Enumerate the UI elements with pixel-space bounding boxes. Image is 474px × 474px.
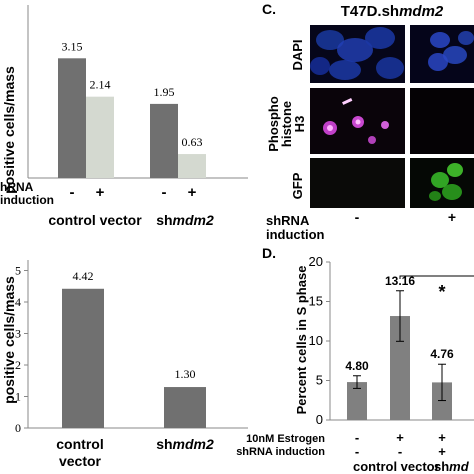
panel-d-tick-label: 0 <box>316 412 323 427</box>
panel-d-bar-1 <box>390 316 410 420</box>
panel-d-condition-rows: --+-++ <box>355 430 446 459</box>
panel-d-y-ticks: 0 5 10 15 20 <box>309 254 330 427</box>
panel-b-tick-label: 1 <box>15 390 21 404</box>
panel-d-estrogen-label: 10nM Estrogen <box>246 433 325 445</box>
panel-b-ylabel: positive cells/mass <box>1 276 17 404</box>
panel-d-estrogen-mark: + <box>438 430 446 445</box>
panel-d-ylabel: Percent cells in S phase <box>294 266 309 415</box>
panel-b-tick-label: 0 <box>15 421 21 435</box>
panel-b: positive cells/mass 0 1 2 3 4 5 4.42 1.30 cont… <box>1 260 248 469</box>
panel-d-significance-star: * <box>438 282 445 302</box>
panel-d-bar-0 <box>347 382 367 420</box>
panel-a-data-label: 2.14 <box>90 78 111 92</box>
panel-c-minus: - <box>355 209 360 225</box>
panel-b-tick-label: 4 <box>15 295 21 309</box>
panel-a: positive cells/mass 3.15 2.14 1.95 0.63 hRN… <box>0 5 248 228</box>
panel-a-bar-0-0 <box>58 58 86 178</box>
panel-a-bar-1-0 <box>150 103 178 178</box>
panel-d-data-labels: 4.80 13.16 4.76 <box>345 274 454 373</box>
panel-d-shrna-mark: - <box>355 444 359 459</box>
row-label-dapi: DAPI <box>290 39 305 70</box>
panel-d-tick-label: 15 <box>309 294 323 309</box>
row-label-histone: histone <box>279 101 294 147</box>
panel-a-minus-plus: - + - + <box>70 184 197 201</box>
image-gfp-minus <box>310 158 405 208</box>
panel-b-data-label: 1.30 <box>175 367 196 381</box>
image-gfp-plus <box>410 158 474 208</box>
panel-b-y-ticks: 0 1 2 3 4 5 <box>15 264 28 435</box>
panel-b-tick-label: 3 <box>15 327 21 341</box>
panel-b-bar-1 <box>164 387 206 428</box>
panel-a-control-vector-label: control vector <box>48 212 142 228</box>
panel-b-control-label-2: vector <box>59 453 102 469</box>
panel-a-bar-0-1 <box>86 96 114 178</box>
panel-b-data-label: 4.42 <box>73 269 94 283</box>
panel-b-bar-0 <box>62 288 104 428</box>
panel-b-bars <box>62 288 206 428</box>
panel-c: C. T47D.shmdm2 DAPI Phospho histone H3 G… <box>262 1 474 242</box>
panel-d-shrna-mark: + <box>438 444 446 459</box>
panel-a-shmdm2-label: shmdm2 <box>156 212 214 228</box>
panel-a-induction-label: induction <box>0 193 54 207</box>
panel-d-data-label: 4.76 <box>430 347 454 361</box>
panel-d-estrogen-mark: + <box>396 430 404 445</box>
panel-b-tick-label: 5 <box>15 264 21 278</box>
panel-d-tick-label: 20 <box>309 254 323 269</box>
row-label-gfp: GFP <box>290 172 305 199</box>
panel-a-pm-mark: + <box>96 184 105 201</box>
panel-a-shrna-label: hRNA <box>0 180 34 194</box>
panel-d-bars <box>347 290 452 420</box>
panel-c-shrna-label: shRNA <box>266 213 310 228</box>
panel-b-data-labels: 4.42 1.30 <box>73 269 196 381</box>
image-dapi-plus <box>410 25 474 83</box>
panel-d-bar-2 <box>432 382 452 420</box>
panel-d-shmdm2-label: shmd <box>434 459 470 474</box>
panel-c-plus: + <box>448 209 456 225</box>
panel-d: D. Percent cells in S phase 0 5 10 15 20 4.8… <box>236 245 474 474</box>
panel-c-title: T47D.shmdm2 <box>341 3 444 20</box>
image-ph3-plus <box>410 88 474 154</box>
row-label-h3: H3 <box>292 116 307 133</box>
panel-a-data-label: 0.63 <box>182 135 203 149</box>
image-ph3-minus <box>310 88 405 154</box>
row-label-phospho: Phospho <box>266 96 281 152</box>
panel-a-pm-mark: + <box>188 184 197 201</box>
panel-a-pm-mark: - <box>70 184 75 201</box>
panel-d-significance-bracket <box>399 275 474 279</box>
panel-a-data-label: 3.15 <box>62 39 83 53</box>
panel-d-tick-label: 5 <box>316 373 323 388</box>
panel-b-shmdm2-label: shmdm2 <box>156 436 214 452</box>
panel-a-data-label: 1.95 <box>154 85 175 99</box>
panel-d-control-vector-label: control vector <box>353 459 440 474</box>
panel-a-bar-1-1 <box>178 154 206 178</box>
panel-d-tick-label: 10 <box>309 333 323 348</box>
panel-a-ylabel: positive cells/mass <box>1 66 17 194</box>
panel-d-estrogen-mark: - <box>355 430 359 445</box>
panel-c-letter: C. <box>262 1 276 17</box>
panel-b-control-label-1: control <box>56 436 103 452</box>
panel-b-tick-label: 2 <box>15 358 21 372</box>
panel-d-shrna-label: shRNA induction <box>236 446 325 458</box>
panel-a-pm-mark: - <box>162 184 167 201</box>
panel-d-letter: D. <box>262 245 276 261</box>
panel-d-shrna-mark: - <box>398 444 402 459</box>
panel-a-bars <box>58 58 206 178</box>
panel-c-induction-label: induction <box>266 227 325 242</box>
panel-d-data-label: 13.16 <box>385 274 415 288</box>
panel-a-data-labels: 3.15 2.14 1.95 0.63 <box>62 39 203 149</box>
image-dapi-minus <box>310 25 405 83</box>
panel-d-data-label: 4.80 <box>345 359 369 373</box>
